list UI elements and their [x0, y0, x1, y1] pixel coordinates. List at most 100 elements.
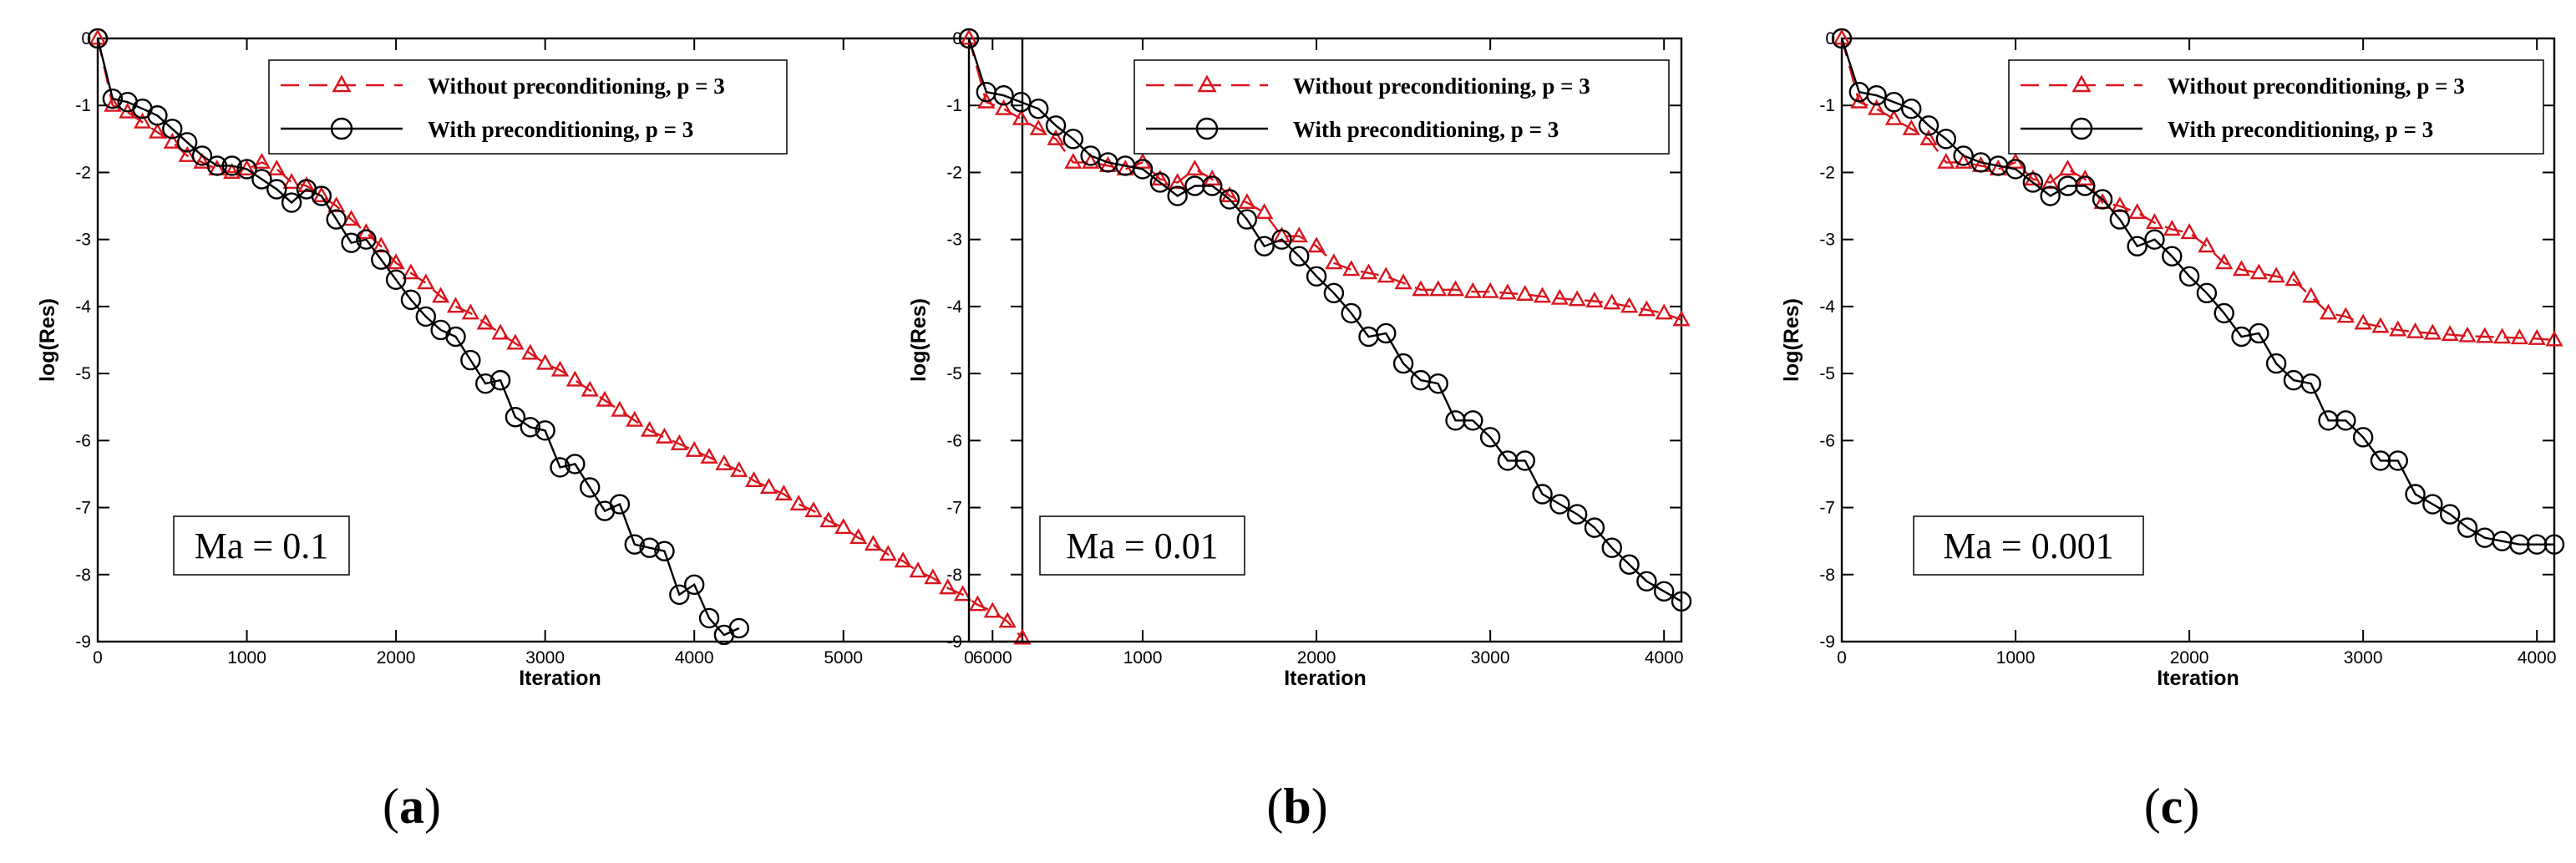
- circle-marker: [1566, 504, 1588, 525]
- legend-entry-label: Without preconditioning, p = 3: [1293, 74, 1590, 99]
- triangle-marker: [1550, 288, 1569, 305]
- triangle-marker: [2128, 203, 2147, 220]
- x-tick-label: 1000: [1996, 648, 2036, 668]
- circle-marker: [1236, 209, 1258, 230]
- triangle-marker: [282, 173, 301, 189]
- circle-marker: [2457, 517, 2478, 538]
- circle-marker: [2300, 373, 2321, 394]
- circle-marker: [580, 477, 601, 498]
- legend-circle-marker: [1195, 117, 1219, 140]
- x-tick-label: 0: [93, 648, 103, 668]
- circle-marker: [221, 155, 242, 176]
- triangle-marker: [1637, 300, 1656, 317]
- caption-letter: a: [399, 779, 424, 834]
- circle-marker: [2213, 302, 2234, 324]
- legend-box: [268, 59, 788, 155]
- triangle-marker: [2336, 307, 2355, 323]
- caption-open-paren: (: [1266, 779, 1283, 834]
- x-axis-label: Iteration: [1284, 667, 1367, 690]
- triangle-marker: [565, 370, 584, 387]
- circle-marker: [1935, 129, 1957, 150]
- circle-marker: [1619, 554, 1640, 575]
- triangle-marker: [1151, 170, 1169, 185]
- triangle-marker: [1533, 287, 1552, 303]
- triangle-marker: [700, 447, 718, 464]
- circle-marker: [489, 369, 511, 391]
- triangle-marker: [960, 28, 978, 45]
- triangle-marker: [417, 273, 435, 290]
- circle-marker: [1289, 246, 1310, 267]
- y-tick-label: -4: [1819, 297, 1835, 317]
- triangle-marker: [774, 485, 793, 501]
- y-tick-label: 0: [81, 29, 91, 48]
- circle-marker: [1479, 427, 1501, 448]
- circle-marker: [669, 584, 690, 606]
- triangle-marker: [1082, 152, 1100, 169]
- triangle-marker: [2371, 317, 2390, 333]
- x-tick-label: 0: [1837, 648, 1847, 668]
- y-tick-label: -7: [946, 499, 962, 518]
- triangle-marker: [1394, 273, 1412, 290]
- triangle-marker: [909, 561, 927, 578]
- y-tick-label: 0: [952, 29, 962, 48]
- triangle-marker: [1955, 152, 1973, 169]
- triangle-marker: [1884, 109, 1904, 125]
- circle-marker: [520, 417, 540, 438]
- triangle-marker: [1463, 282, 1482, 298]
- circle-marker: [1653, 581, 1675, 602]
- triangle-marker: [2163, 220, 2181, 236]
- circle-marker: [191, 145, 213, 166]
- triangle-marker: [2180, 223, 2198, 240]
- y-axis-label: log(Res): [907, 298, 931, 382]
- triangle-marker: [596, 390, 614, 407]
- circle-marker: [1918, 115, 1940, 136]
- plot-frame: [96, 37, 1024, 643]
- triangle-marker: [2528, 328, 2546, 345]
- triangle-marker: [2510, 328, 2528, 345]
- circle-marker: [281, 192, 302, 213]
- triangle-marker: [476, 313, 494, 330]
- triangle-marker: [1012, 109, 1031, 125]
- x-tick-label: 0: [964, 648, 974, 668]
- triangle-marker: [819, 511, 838, 528]
- triangle-marker: [506, 333, 525, 350]
- triangle-marker: [178, 145, 196, 162]
- circle-marker: [1463, 410, 1483, 431]
- triangle-marker: [1238, 193, 1256, 210]
- y-tick-label: -3: [946, 231, 962, 250]
- triangle-marker: [1029, 119, 1047, 135]
- legend-entry-label: With preconditioning, p = 3: [1293, 117, 1559, 142]
- triangle-marker: [1498, 283, 1517, 300]
- circle-marker: [958, 28, 980, 49]
- legend-triangle-marker: [332, 74, 352, 93]
- plot-frame: [967, 37, 1683, 643]
- triangle-marker: [2041, 173, 2060, 189]
- triangle-marker: [983, 602, 1001, 618]
- triangle-marker: [1603, 293, 1621, 310]
- circle-marker: [609, 494, 631, 515]
- circle-marker: [2109, 209, 2131, 230]
- circle-marker: [2422, 494, 2443, 515]
- circle-marker: [654, 541, 675, 561]
- chart-panel-a: 0 1000 2000 3000 4000 5000 60000-1-2-3-4-5-6-7…: [36, 28, 1032, 834]
- caption-letter: b: [1283, 779, 1311, 834]
- x-tick-label: 2000: [1297, 648, 1336, 668]
- circle-marker: [2196, 282, 2218, 304]
- circle-marker: [162, 119, 183, 140]
- legend-entry-label: Without preconditioning, p = 3: [428, 74, 725, 99]
- triangle-marker: [252, 152, 271, 169]
- triangle-marker: [2058, 159, 2077, 175]
- y-tick-label: -6: [75, 431, 91, 450]
- triangle-marker: [968, 595, 987, 612]
- triangle-marker: [461, 303, 479, 320]
- panel-caption: (a): [383, 779, 441, 834]
- triangle-marker: [1185, 159, 1204, 175]
- triangle-marker: [1377, 267, 1395, 283]
- caption-close-paren: ): [2183, 779, 2199, 834]
- y-tick-label: -1: [946, 96, 962, 115]
- x-tick-label: 2000: [377, 648, 416, 668]
- y-axis-label: log(Res): [1780, 298, 1803, 382]
- circle-marker: [326, 209, 347, 230]
- circle-marker: [1831, 28, 1853, 49]
